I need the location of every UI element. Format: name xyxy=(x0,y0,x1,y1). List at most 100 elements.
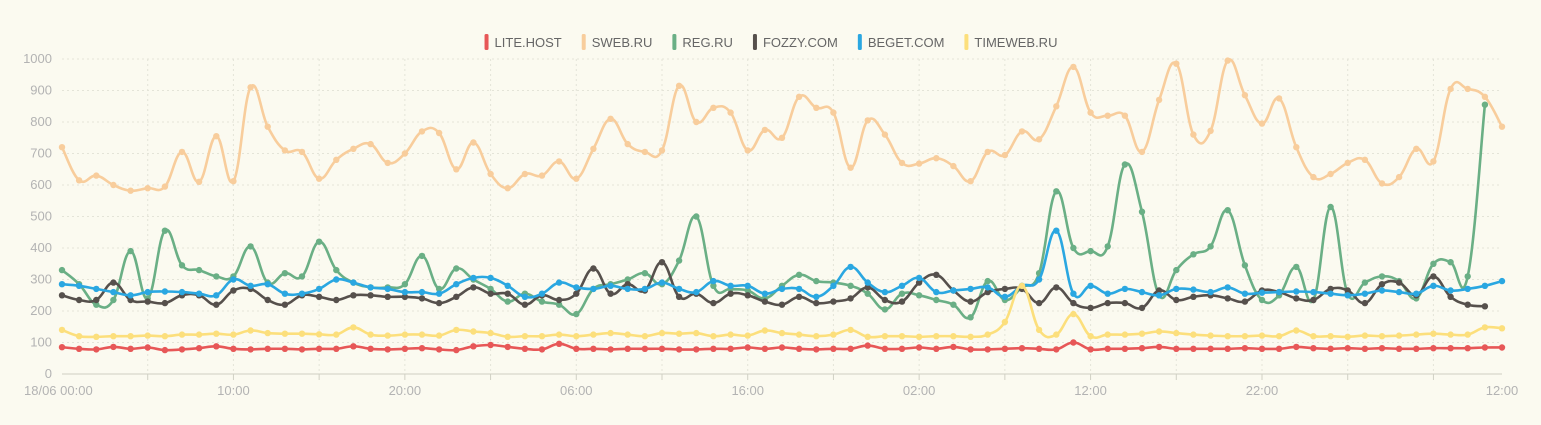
data-point xyxy=(144,344,151,351)
data-point xyxy=(127,333,134,340)
data-point xyxy=(1413,331,1420,338)
data-point xyxy=(1001,285,1009,293)
legend-item-beget-com[interactable]: BEGET.COM xyxy=(857,34,945,50)
data-point xyxy=(984,288,991,296)
data-point xyxy=(1498,344,1506,351)
data-point xyxy=(435,299,443,307)
y-tick-label: 300 xyxy=(30,272,52,287)
data-point xyxy=(401,345,409,352)
data-point xyxy=(864,290,871,297)
data-point xyxy=(1447,259,1454,266)
data-point xyxy=(590,145,597,152)
y-tick-label: 800 xyxy=(30,114,52,129)
data-point xyxy=(1224,57,1231,64)
legend-item-sweb-ru[interactable]: SWEB.RU xyxy=(581,34,653,50)
data-point xyxy=(915,274,923,282)
data-point xyxy=(658,259,666,266)
data-point xyxy=(1190,286,1197,293)
legend-label: BEGET.COM xyxy=(868,35,945,50)
data-point xyxy=(1293,263,1300,271)
data-point xyxy=(950,162,957,170)
data-point xyxy=(93,172,100,179)
data-point xyxy=(727,282,734,289)
data-point xyxy=(864,333,871,340)
data-point xyxy=(230,345,237,352)
data-point xyxy=(1104,331,1111,338)
data-point xyxy=(1430,330,1437,337)
data-point xyxy=(607,290,614,297)
data-point xyxy=(538,172,546,179)
data-point xyxy=(110,296,117,304)
data-point xyxy=(213,273,220,280)
data-point xyxy=(1378,281,1386,288)
data-point xyxy=(795,331,803,338)
data-point xyxy=(847,164,854,171)
data-point xyxy=(898,290,906,297)
data-point xyxy=(298,330,306,337)
data-point xyxy=(93,301,100,308)
data-point xyxy=(915,333,923,340)
data-point xyxy=(950,287,957,294)
data-point xyxy=(58,281,66,288)
data-point xyxy=(984,148,991,156)
data-point xyxy=(624,285,631,293)
data-point xyxy=(110,279,117,286)
data-point xyxy=(710,333,717,340)
data-point xyxy=(247,243,254,250)
data-point xyxy=(1173,345,1180,352)
legend-swatch xyxy=(752,34,757,50)
data-point xyxy=(435,290,443,297)
data-point xyxy=(1413,290,1420,297)
data-point xyxy=(401,150,409,157)
data-point xyxy=(521,293,529,300)
data-point xyxy=(1327,285,1334,293)
data-point xyxy=(367,284,374,291)
data-point xyxy=(1361,332,1369,339)
data-point xyxy=(418,252,426,260)
legend-item-timeweb-ru[interactable]: TIMEWEB.RU xyxy=(964,34,1057,50)
data-point xyxy=(1035,136,1043,143)
data-point xyxy=(195,266,203,274)
data-point xyxy=(487,285,494,293)
data-point xyxy=(367,345,374,352)
data-point xyxy=(93,285,100,293)
data-point xyxy=(470,328,477,335)
data-point xyxy=(1035,326,1043,334)
data-point xyxy=(847,295,854,302)
data-point xyxy=(247,84,254,91)
data-point xyxy=(453,293,460,300)
data-point xyxy=(75,177,83,184)
data-point xyxy=(795,271,803,278)
data-point xyxy=(624,281,631,288)
data-point xyxy=(778,301,786,308)
data-point xyxy=(213,301,220,308)
data-point xyxy=(1155,343,1163,351)
data-point xyxy=(367,292,374,299)
data-point xyxy=(1395,345,1403,352)
legend-item-fozzy-com[interactable]: FOZZY.COM xyxy=(752,34,838,50)
data-point xyxy=(881,131,889,138)
data-point xyxy=(521,333,529,340)
data-point xyxy=(898,345,906,352)
data-point xyxy=(1001,151,1009,159)
data-point xyxy=(881,296,889,304)
data-point xyxy=(864,279,871,286)
data-point xyxy=(1018,128,1026,135)
data-point xyxy=(555,296,563,304)
data-point xyxy=(1447,293,1454,300)
data-point xyxy=(1498,123,1506,130)
data-point xyxy=(813,277,820,285)
data-point xyxy=(950,333,957,340)
data-point xyxy=(1241,262,1249,269)
data-point xyxy=(1190,251,1197,258)
legend-item-reg-ru[interactable]: REG.RU xyxy=(672,34,733,50)
data-point xyxy=(504,290,511,297)
legend-item-lite-host[interactable]: LITE.HOST xyxy=(484,34,562,50)
data-point xyxy=(830,282,837,289)
data-point xyxy=(504,333,511,340)
data-point xyxy=(573,345,580,352)
data-point xyxy=(401,293,409,300)
data-point xyxy=(1138,345,1146,352)
data-point xyxy=(607,346,614,353)
x-tick-label: 06:00 xyxy=(560,383,593,398)
